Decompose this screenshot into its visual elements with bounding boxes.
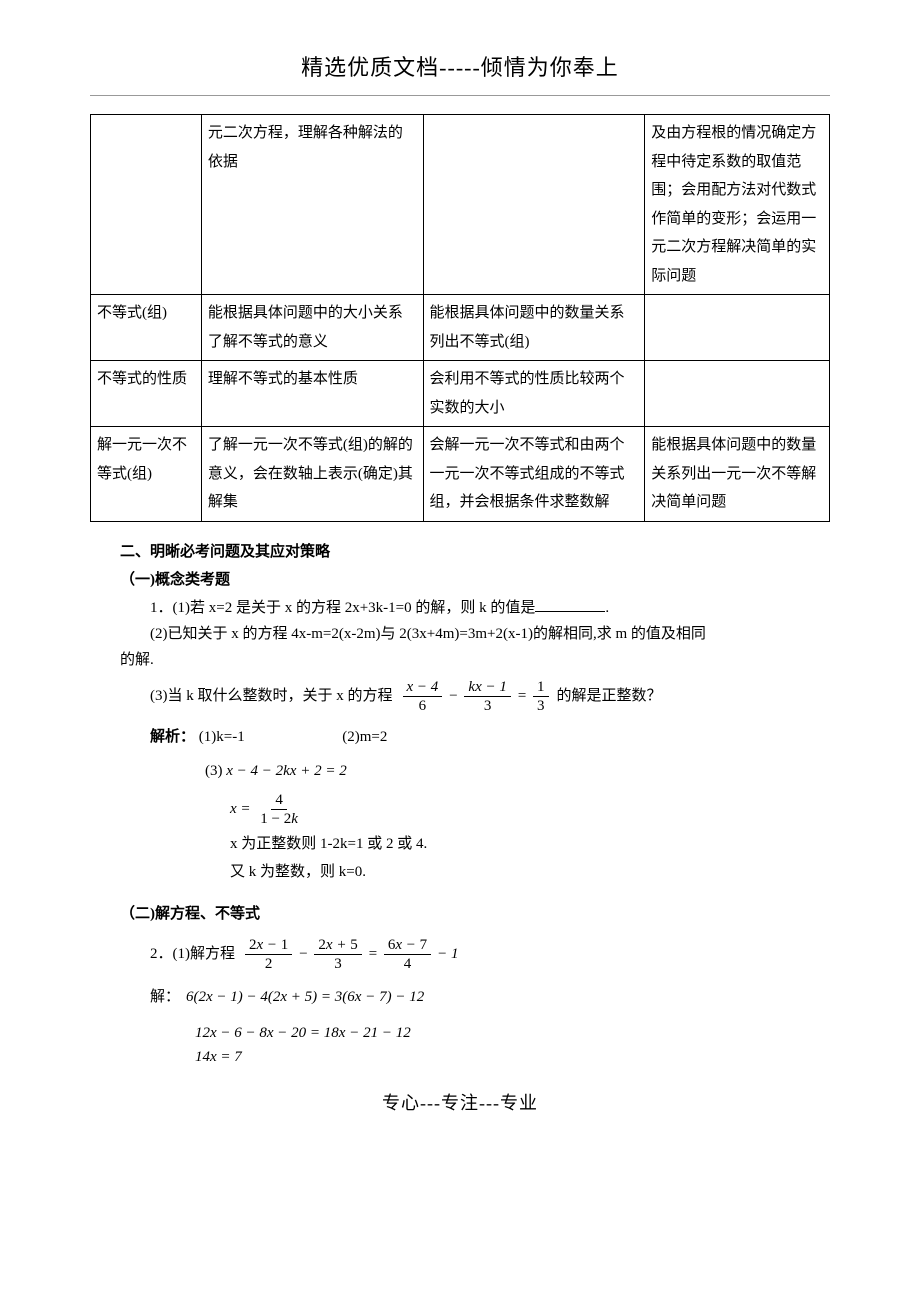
- q2-pre: 2．(1)解方程: [150, 942, 235, 966]
- table-cell: 能根据具体问题中的大小关系了解不等式的意义: [201, 295, 423, 361]
- solve-label: 解：: [150, 985, 180, 1009]
- formula-frac-eq: x − 46 − kx − 13 = 13: [401, 678, 551, 715]
- q2-step1: 6(2x − 1) − 4(2x + 5) = 3(6x − 7) − 12: [186, 985, 424, 1009]
- q1-3-pre: (3)当 k 取什么整数时，关于 x 的方程: [150, 684, 393, 708]
- table-cell: 会利用不等式的性质比较两个实数的大小: [423, 361, 645, 427]
- table-cell: [645, 295, 830, 361]
- q1-3-post: 的解是正整数？: [557, 684, 662, 708]
- q1-1-text: 1．(1)若 x=2 是关于 x 的方程 2x+3k-1=0 的解，则 k 的值…: [150, 600, 535, 616]
- table-row: 解一元一次不等式(组) 了解一元一次不等式(组)的解的意义，会在数轴上表示(确定…: [91, 427, 830, 522]
- question-1-3: (3)当 k 取什么整数时，关于 x 的方程 x − 46 − kx − 13 …: [90, 678, 830, 715]
- answer-2: (2)m=2: [342, 729, 387, 745]
- q2-solve-line1: 解： 6(2x − 1) − 4(2x + 5) = 3(6x − 7) − 1…: [90, 985, 830, 1009]
- answer-3-eq1: x − 4 − 2kx + 2 = 2: [226, 763, 346, 779]
- table-cell: [91, 115, 202, 295]
- q2-solve-block: 12x − 6 − 8x − 20 = 18x − 21 − 12 14x = …: [90, 1021, 830, 1069]
- answer-1: (1)k=-1: [199, 729, 245, 745]
- table-cell: 解一元一次不等式(组): [91, 427, 202, 522]
- q2-step2a: 12x − 6 − 8x − 20 = 18x − 21 − 12: [195, 1021, 830, 1045]
- table-cell: 了解一元一次不等式(组)的解的意义，会在数轴上表示(确定)其解集: [201, 427, 423, 522]
- page-footer: 专心---专注---专业: [90, 1089, 830, 1118]
- q1-1-suffix: .: [605, 600, 609, 616]
- question-1-2b: 的解.: [90, 648, 830, 672]
- answer-3-label: (3): [205, 763, 223, 779]
- table-cell: 能根据具体问题中的数量关系列出不等式(组): [423, 295, 645, 361]
- q2-eq: 2x − 12 − 2x + 53 = 6x − 74 − 1: [243, 936, 462, 973]
- table-cell: 及由方程根的情况确定方程中待定系数的取值范围；会用配方法对代数式作简单的变形；会…: [645, 115, 830, 295]
- table-cell: 元二次方程，理解各种解法的依据: [201, 115, 423, 295]
- answer-3-eq2: x = 41 − 2k: [230, 791, 304, 828]
- blank-line: [535, 597, 605, 612]
- question-1-2: (2)已知关于 x 的方程 4x-m=2(x-2m)与 2(3x+4m)=3m+…: [90, 622, 830, 646]
- table-cell: 理解不等式的基本性质: [201, 361, 423, 427]
- table-cell: 不等式(组): [91, 295, 202, 361]
- table-cell: 能根据具体问题中的数量关系列出一元一次不等解决简单问题: [645, 427, 830, 522]
- answer-label: 解析：: [150, 729, 195, 745]
- content-table: 元二次方程，理解各种解法的依据 及由方程根的情况确定方程中待定系数的取值范围；会…: [90, 114, 830, 522]
- table-row: 元二次方程，理解各种解法的依据 及由方程根的情况确定方程中待定系数的取值范围；会…: [91, 115, 830, 295]
- subsection-1: （一)概念类考题: [90, 568, 830, 592]
- header-separator: [90, 95, 830, 96]
- q2-step2b: 14x = 7: [195, 1045, 830, 1069]
- page-header: 精选优质文档-----倾情为你奉上: [90, 50, 830, 85]
- section-heading-2: 二、明晰必考问题及其应对策略: [90, 540, 830, 564]
- table-row: 不等式的性质 理解不等式的基本性质 会利用不等式的性质比较两个实数的大小: [91, 361, 830, 427]
- table-cell: 会解一元一次不等式和由两个一元一次不等式组成的不等式组，并会根据条件求整数解: [423, 427, 645, 522]
- table-cell: [645, 361, 830, 427]
- table-cell: 不等式的性质: [91, 361, 202, 427]
- answer-3-line4: 又 k 为整数，则 k=0.: [150, 860, 830, 884]
- question-1-1: 1．(1)若 x=2 是关于 x 的方程 2x+3k-1=0 的解，则 k 的值…: [90, 596, 830, 620]
- subsection-2: （二)解方程、不等式: [90, 902, 830, 926]
- table-row: 不等式(组) 能根据具体问题中的大小关系了解不等式的意义 能根据具体问题中的数量…: [91, 295, 830, 361]
- table-cell: [423, 115, 645, 295]
- answer-3-line3: x 为正整数则 1-2k=1 或 2 或 4.: [150, 832, 830, 856]
- answer-3-block: (3) x − 4 − 2kx + 2 = 2 x = 41 − 2k x 为正…: [90, 759, 830, 884]
- answer-line: 解析： (1)k=-1 (2)m=2: [90, 725, 830, 749]
- question-2-1: 2．(1)解方程 2x − 12 − 2x + 53 = 6x − 74 − 1: [90, 936, 830, 973]
